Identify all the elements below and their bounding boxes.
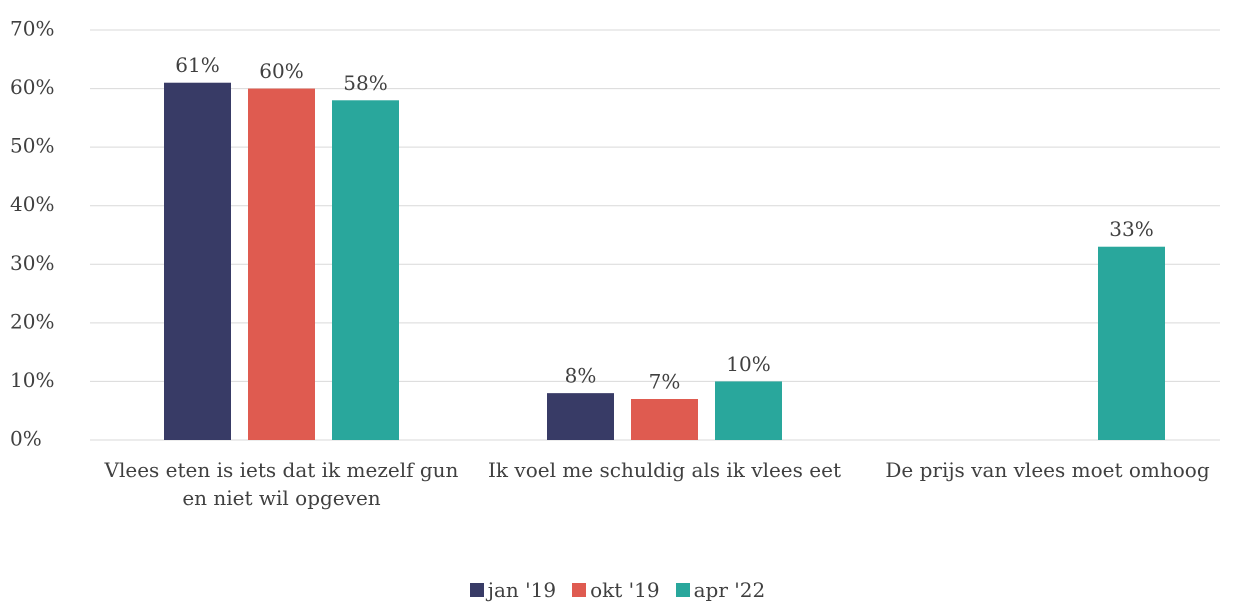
data-label: 7%	[649, 370, 681, 394]
y-tick-label: 0%	[10, 427, 42, 451]
bar	[332, 100, 399, 441]
legend: jan '19 okt '19 apr '22	[0, 578, 1235, 602]
y-tick-label: 30%	[10, 251, 54, 275]
bar	[1098, 246, 1165, 440]
bar	[631, 399, 698, 440]
y-tick-label: 20%	[10, 309, 54, 333]
legend-label: jan '19	[487, 578, 557, 602]
x-tick-label: De prijs van vlees moet omhoog	[885, 458, 1210, 482]
x-tick-label: Ik voel me schuldig als ik vlees eet	[488, 458, 841, 482]
data-label: 10%	[726, 352, 770, 376]
data-label: 8%	[565, 364, 597, 388]
y-tick-label: 40%	[10, 192, 54, 216]
legend-swatch	[675, 583, 690, 597]
legend-swatch	[572, 583, 587, 597]
legend-label: okt '19	[590, 578, 660, 602]
y-tick-label: 60%	[10, 75, 54, 99]
bar	[547, 393, 614, 440]
legend-item: apr '22	[675, 578, 766, 602]
legend-item: jan '19	[469, 578, 557, 602]
data-label: 60%	[259, 59, 303, 83]
y-tick-label: 10%	[10, 368, 54, 392]
legend-swatch	[469, 583, 484, 597]
data-label: 58%	[343, 71, 387, 95]
legend-label: apr '22	[693, 578, 766, 602]
y-tick-label: 70%	[10, 17, 54, 41]
bar	[164, 82, 231, 440]
bar	[248, 88, 315, 441]
legend-item: okt '19	[572, 578, 660, 602]
bar	[715, 381, 782, 440]
x-tick-label: Vlees eten is iets dat ik mezelf gun en …	[104, 458, 459, 510]
y-tick-label: 50%	[10, 134, 54, 158]
data-label: 61%	[175, 53, 219, 77]
data-label: 33%	[1109, 217, 1153, 241]
